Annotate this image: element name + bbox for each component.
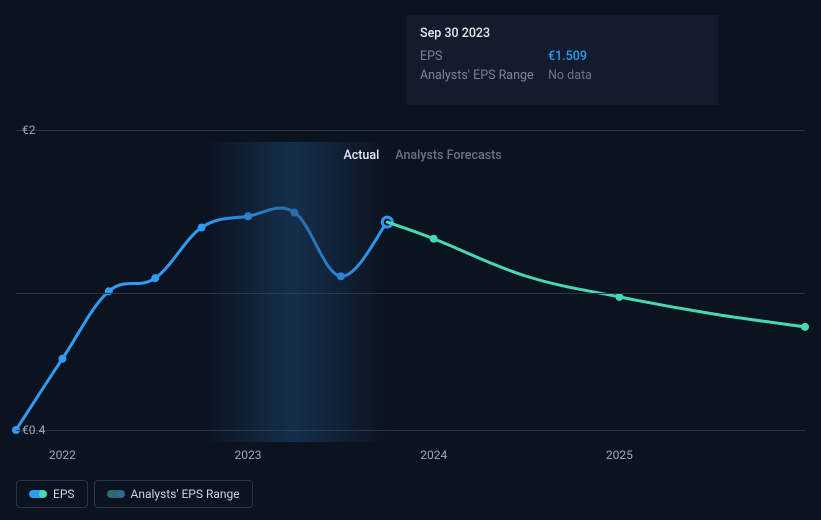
data-point[interactable] — [290, 209, 298, 217]
series-line-forecast — [387, 222, 805, 327]
tooltip-date: Sep 30 2023 — [420, 25, 704, 44]
tooltip-key: EPS — [420, 48, 548, 67]
tooltip-key: Analysts' EPS Range — [420, 67, 548, 86]
legend-label: Analysts' EPS Range — [131, 487, 240, 501]
data-point[interactable] — [151, 274, 159, 282]
gridline — [16, 293, 805, 294]
tooltip-row: Analysts' EPS RangeNo data — [420, 67, 704, 86]
tooltip-value: €1.509 — [548, 48, 587, 67]
legend-item-eps[interactable]: EPS — [16, 480, 88, 508]
legend-swatch-icon — [29, 490, 45, 498]
tooltip-row: EPS€1.509 — [420, 48, 704, 67]
legend-swatch-icon — [107, 490, 123, 498]
x-axis-label: 2024 — [420, 448, 447, 462]
section-label-forecast: Analysts Forecasts — [395, 148, 501, 163]
x-axis-label: 2025 — [606, 448, 633, 462]
x-axis: 2022 2023 2024 2025 — [16, 448, 805, 468]
data-point[interactable] — [337, 272, 345, 280]
data-point[interactable] — [198, 224, 206, 232]
data-point[interactable] — [58, 355, 66, 363]
legend-item-range[interactable]: Analysts' EPS Range — [94, 480, 253, 508]
data-point[interactable] — [801, 323, 809, 331]
legend-label: EPS — [53, 487, 75, 501]
series-line-eps — [16, 208, 387, 430]
y-axis-label: €0.4 — [22, 423, 45, 437]
gridline — [16, 130, 805, 131]
x-axis-label: 2023 — [235, 448, 262, 462]
gridline — [16, 430, 805, 431]
data-point[interactable] — [430, 235, 438, 243]
data-point[interactable] — [244, 212, 252, 220]
chart-tooltip: Sep 30 2023 EPS€1.509Analysts' EPS Range… — [406, 15, 718, 105]
section-label-actual: Actual — [343, 148, 379, 163]
chart-legend: EPS Analysts' EPS Range — [16, 480, 253, 508]
tooltip-value: No data — [548, 67, 592, 86]
data-point[interactable] — [105, 287, 113, 295]
x-axis-label: 2022 — [49, 448, 76, 462]
data-point[interactable] — [615, 293, 623, 301]
y-axis-label: €2 — [22, 123, 36, 137]
